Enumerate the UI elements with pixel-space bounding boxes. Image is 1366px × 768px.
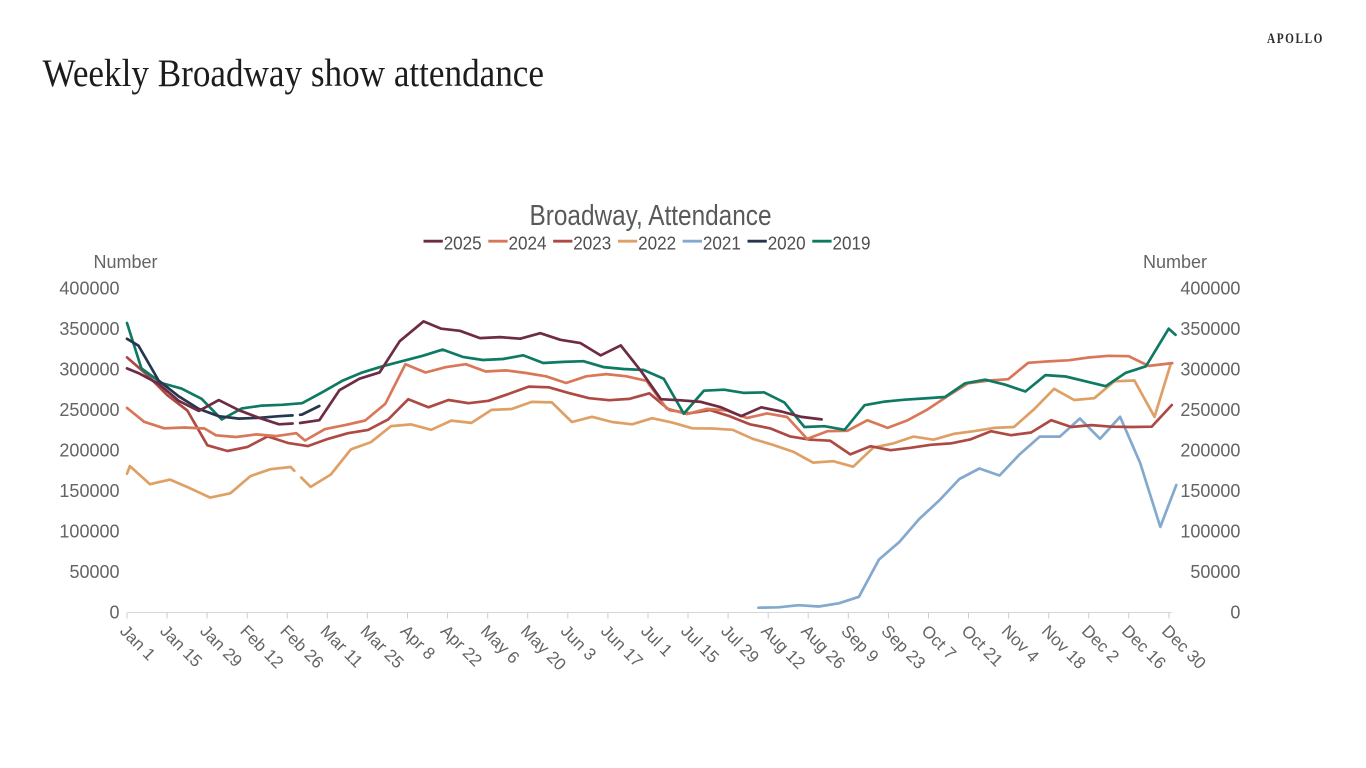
svg-text:Apr 22: Apr 22 (437, 621, 486, 670)
svg-text:350000: 350000 (1180, 319, 1240, 339)
svg-text:Dec 30: Dec 30 (1158, 621, 1210, 673)
svg-text:Jan 1: Jan 1 (116, 621, 159, 664)
svg-text:Jul 29: Jul 29 (717, 621, 763, 667)
svg-text:Mar 25: Mar 25 (357, 621, 408, 672)
svg-text:Oct 21: Oct 21 (958, 621, 1007, 670)
svg-text:200000: 200000 (1180, 441, 1240, 461)
svg-text:2023: 2023 (573, 234, 611, 254)
svg-text:250000: 250000 (1180, 400, 1240, 420)
svg-text:150000: 150000 (59, 481, 119, 501)
svg-text:250000: 250000 (59, 400, 119, 420)
svg-text:Number: Number (94, 252, 158, 272)
svg-text:APOLLO: APOLLO (1267, 31, 1324, 47)
svg-text:Nov 18: Nov 18 (1038, 621, 1090, 673)
svg-text:Sep 23: Sep 23 (878, 621, 930, 673)
svg-text:350000: 350000 (59, 319, 119, 339)
svg-text:100000: 100000 (1180, 522, 1240, 542)
svg-text:Feb 12: Feb 12 (236, 621, 287, 672)
svg-text:Weekly Broadway show attendanc: Weekly Broadway show attendance (43, 52, 545, 95)
svg-text:300000: 300000 (59, 360, 119, 380)
svg-text:Aug 12: Aug 12 (757, 621, 809, 673)
svg-text:2021: 2021 (703, 234, 741, 254)
svg-text:2020: 2020 (768, 234, 806, 254)
svg-text:Dec 16: Dec 16 (1118, 621, 1170, 673)
svg-text:50000: 50000 (69, 562, 119, 582)
svg-text:Feb 26: Feb 26 (276, 621, 327, 672)
svg-text:150000: 150000 (1180, 481, 1240, 501)
svg-text:2022: 2022 (638, 234, 676, 254)
svg-text:2024: 2024 (509, 234, 547, 254)
svg-text:300000: 300000 (1180, 360, 1240, 380)
svg-text:Broadway, Attendance: Broadway, Attendance (530, 200, 772, 232)
svg-text:400000: 400000 (1180, 279, 1240, 299)
svg-text:Aug 26: Aug 26 (797, 621, 849, 673)
svg-text:2025: 2025 (444, 234, 482, 254)
svg-text:Jan 29: Jan 29 (196, 621, 246, 671)
svg-text:Number: Number (1143, 252, 1207, 272)
svg-text:May 6: May 6 (477, 621, 523, 667)
svg-text:400000: 400000 (59, 279, 119, 299)
svg-text:0: 0 (1230, 603, 1240, 623)
svg-text:Jul 15: Jul 15 (677, 621, 723, 667)
svg-text:Jan 15: Jan 15 (156, 621, 206, 671)
svg-text:Jun 17: Jun 17 (597, 621, 647, 671)
svg-text:Nov 4: Nov 4 (998, 621, 1043, 666)
svg-text:Mar 11: Mar 11 (317, 621, 367, 671)
svg-text:0: 0 (109, 603, 119, 623)
svg-text:2019: 2019 (833, 234, 871, 254)
svg-text:200000: 200000 (59, 441, 119, 461)
svg-text:50000: 50000 (1190, 562, 1240, 582)
svg-text:100000: 100000 (59, 522, 119, 542)
